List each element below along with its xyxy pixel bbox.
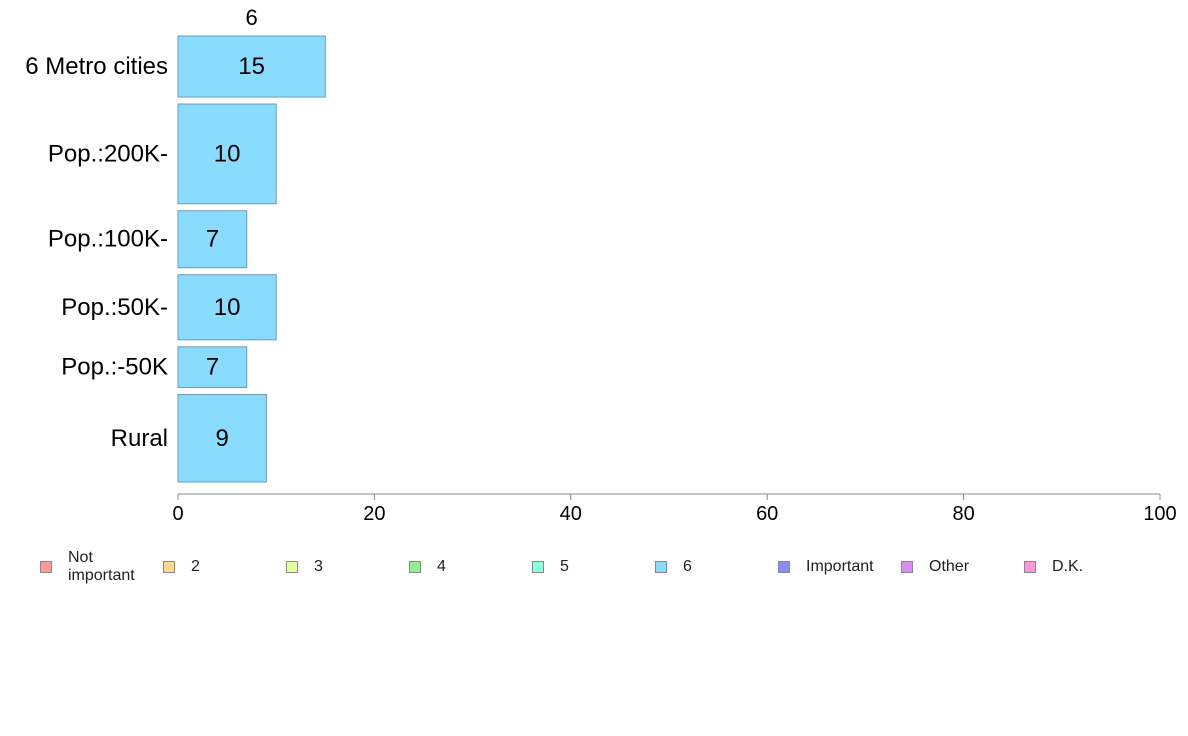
- legend-swatch: [286, 561, 298, 573]
- legend-label: 3: [314, 558, 323, 575]
- x-tick-label: 80: [952, 503, 974, 525]
- legend-item: 4: [409, 544, 527, 590]
- legend-label: D.K.: [1052, 558, 1084, 575]
- bar-segment: [177, 274, 277, 341]
- legend-swatch: [40, 561, 52, 573]
- legend-label: 2: [191, 558, 200, 575]
- category-label: Pop.:200K-: [48, 140, 168, 167]
- legend-swatch: [532, 561, 544, 573]
- legend-label: Not important: [68, 549, 135, 584]
- bar-segment: [177, 346, 248, 389]
- column-header-label: 6: [246, 5, 258, 30]
- category-label: 6 Metro cities: [25, 53, 168, 80]
- legend-item: D.K.: [1024, 544, 1142, 590]
- legend-item: Other: [901, 544, 1019, 590]
- legend-label: 4: [437, 558, 446, 575]
- legend-label: 6: [683, 558, 692, 575]
- legend-label: Important: [806, 558, 874, 575]
- stacked-bar-chart: 6 6 Metro cities 15 Pop.:200K- 10 Pop.:100K- 7…: [25, 5, 1177, 525]
- legend-swatch: [778, 561, 790, 573]
- x-tick-label: 0: [172, 503, 183, 525]
- x-tick-label: 60: [756, 503, 778, 525]
- legend-swatch: [409, 561, 421, 573]
- data-label: 9: [216, 425, 229, 452]
- x-tick-label: 20: [363, 503, 385, 525]
- legend-swatch: [1024, 561, 1036, 573]
- legend-item: Important: [778, 544, 896, 590]
- x-tick-label: 100: [1143, 503, 1176, 525]
- legend-swatch: [655, 561, 667, 573]
- data-label: 7: [206, 354, 219, 381]
- data-label: 7: [206, 226, 219, 253]
- legend-swatch: [163, 561, 175, 573]
- legend: Not important 2 3 4 5 6 Important Other D.K.: [0, 544, 1188, 590]
- bar-segment: [177, 210, 248, 269]
- x-tick-label: 40: [560, 503, 582, 525]
- category-label: Pop.:50K-: [61, 294, 168, 321]
- category-label: Rural: [111, 425, 168, 452]
- legend-item: 6: [655, 544, 773, 590]
- data-label: 10: [214, 294, 241, 321]
- legend-item: 5: [532, 544, 650, 590]
- x-axis: 0 20 40 60 80 100: [172, 493, 1177, 525]
- category-label: Pop.:100K-: [48, 226, 168, 253]
- legend-label: Other: [929, 558, 970, 575]
- legend-label: 5: [560, 558, 569, 575]
- data-label: 15: [238, 53, 265, 80]
- bar-segment: [177, 394, 267, 483]
- data-label: 10: [214, 140, 241, 167]
- legend-item: 3: [286, 544, 404, 590]
- bar-segment: [177, 103, 277, 205]
- legend-item: 2: [163, 544, 281, 590]
- legend-item: Not important: [40, 544, 158, 590]
- legend-swatch: [901, 561, 913, 573]
- bar-segment: [177, 35, 326, 98]
- category-label: Pop.:-50K: [61, 354, 168, 381]
- bars-group: 6 6 Metro cities 15 Pop.:200K- 10 Pop.:100K- 7…: [25, 5, 326, 483]
